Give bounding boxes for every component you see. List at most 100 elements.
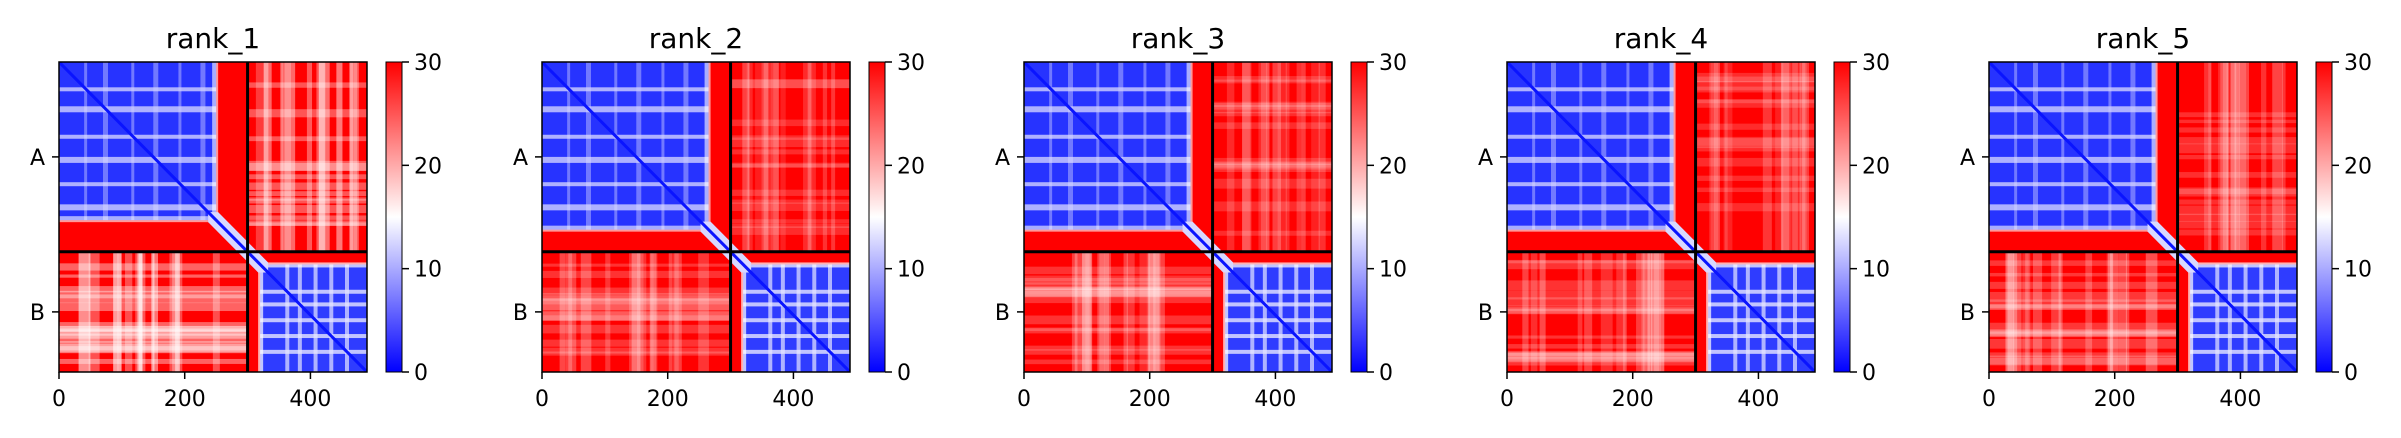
band-v (567, 62, 571, 230)
streak-h (542, 347, 731, 354)
band-h (2190, 334, 2297, 339)
streak-v (1272, 62, 1282, 252)
streak-h (247, 222, 367, 226)
streak-h (730, 163, 850, 168)
streak-h (59, 343, 248, 354)
band-v (1068, 62, 1073, 230)
band-v (1579, 62, 1583, 230)
streak-v (2025, 251, 2031, 372)
streak-h (1507, 308, 1696, 314)
streak-v (1636, 251, 1645, 372)
streak-h (1989, 327, 2178, 334)
streak-h (542, 339, 731, 347)
streak-h (1024, 275, 1213, 282)
block-edge (743, 262, 850, 268)
streak-h (1695, 187, 1815, 193)
streak-v (2058, 251, 2063, 372)
band-h (59, 87, 217, 92)
streak-v (318, 62, 326, 252)
streak-v (2012, 251, 2022, 372)
streak-h (1024, 327, 1213, 332)
streak-v (2218, 62, 2229, 252)
band-v (1143, 62, 1147, 230)
streak-h (247, 136, 367, 142)
streak-v (1654, 251, 1665, 372)
band-h (1024, 134, 1191, 139)
streak-h (1212, 102, 1332, 110)
streak-v (2145, 251, 2158, 372)
streak-h (1024, 286, 1213, 291)
streak-v (306, 62, 313, 252)
streak-h (1989, 331, 2178, 338)
streak-v (2118, 251, 2128, 372)
block-edge (1223, 264, 1229, 372)
x-tick-label: 0 (1017, 387, 1031, 412)
band-v (153, 62, 159, 221)
streak-h (542, 324, 731, 334)
streak-h (1507, 353, 1696, 360)
streak-v (1082, 251, 1090, 372)
streak-h (247, 215, 367, 220)
streak-v (280, 62, 284, 252)
colorbar-tick-label: 0 (2344, 361, 2358, 386)
streak-v (761, 62, 768, 252)
band-v (1648, 62, 1654, 230)
band-v (812, 264, 817, 372)
x-tick-label: 400 (289, 387, 331, 412)
streak-h (1695, 203, 1815, 212)
streak-v (1153, 251, 1165, 372)
streak-v (1074, 251, 1086, 372)
streak-v (2033, 251, 2043, 372)
streak-v (1104, 251, 1112, 372)
streak-v (2208, 62, 2212, 252)
streak-h (1695, 72, 1815, 83)
streak-v (2007, 251, 2018, 372)
streak-h (542, 311, 731, 321)
streak-h (1989, 304, 2178, 310)
streak-h (1695, 99, 1815, 104)
streak-h (59, 263, 248, 271)
streak-v (1285, 62, 1290, 252)
streak-v (698, 251, 709, 372)
streak-h (247, 220, 367, 226)
streak-v (668, 251, 673, 372)
streak-h (59, 322, 248, 328)
streak-v (763, 62, 770, 252)
band-v (1294, 264, 1299, 372)
streak-v (1710, 62, 1719, 252)
streak-h (247, 162, 367, 171)
streak-v (137, 251, 146, 372)
streak-h (1507, 351, 1696, 362)
colorbar (1833, 61, 1851, 373)
x-tick-label: 0 (1500, 387, 1514, 412)
streak-v (559, 251, 566, 372)
chart-panel-1: rank_1 0 200 400 A B 0 10 20 30 (30, 22, 442, 412)
streak-v (1792, 62, 1798, 252)
band-h (59, 156, 217, 163)
block-edge (1507, 225, 1674, 232)
streak-v (2282, 62, 2286, 252)
streak-v (831, 62, 836, 252)
streak-h (1695, 175, 1815, 181)
block-edge (1225, 262, 1332, 268)
band-h (1024, 156, 1191, 163)
chart-title: rank_5 (2096, 22, 2190, 55)
streak-v (1714, 62, 1720, 252)
streak-h (730, 202, 850, 211)
streak-h (1695, 81, 1815, 91)
x-tick-label: 200 (2094, 387, 2136, 412)
streak-h (59, 294, 248, 304)
band-h (1989, 106, 2156, 113)
band-h (542, 134, 709, 139)
streak-v (1775, 62, 1784, 252)
streak-h (1507, 356, 1696, 366)
streak-h (1989, 281, 2178, 289)
streak-h (1507, 297, 1696, 306)
y-tick-label: A (513, 146, 528, 171)
x-tick-label: 200 (1129, 387, 1171, 412)
streak-h (1989, 322, 2178, 328)
streak-v (1139, 251, 1151, 372)
block-edge (1186, 62, 1193, 230)
chart-panel-2: rank_2 0 200 400 A B 0 10 20 30 (513, 22, 925, 412)
streak-h (542, 287, 731, 295)
